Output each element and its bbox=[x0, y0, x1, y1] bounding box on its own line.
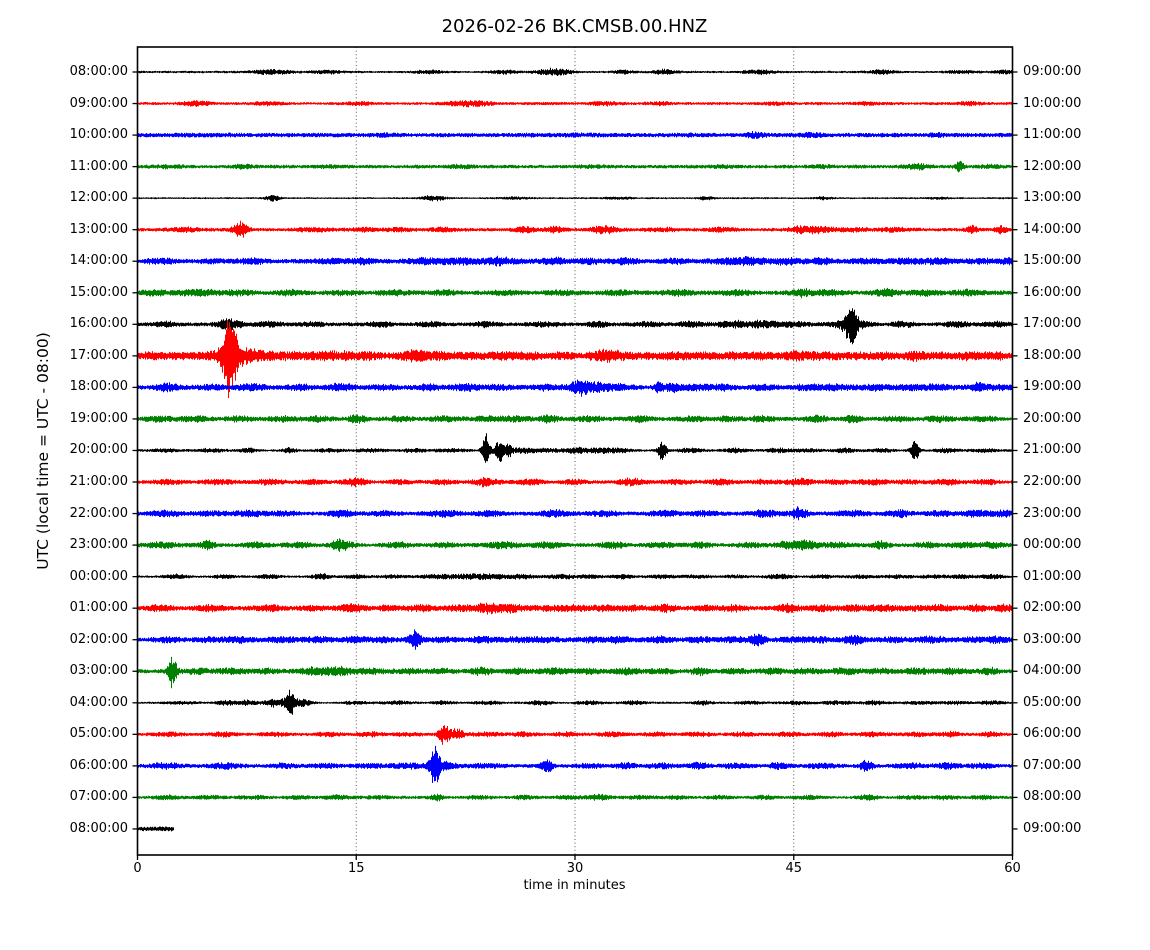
trace-row-1 bbox=[137, 100, 1013, 108]
local-time-label: 12:00:00 bbox=[1023, 158, 1082, 174]
trace-row-5 bbox=[137, 220, 1013, 238]
local-time-label: 21:00:00 bbox=[1023, 442, 1082, 458]
trace-row-3 bbox=[137, 160, 1013, 173]
trace-row-10 bbox=[137, 379, 1013, 397]
trace-row-6 bbox=[137, 255, 1013, 267]
local-time-label: 20:00:00 bbox=[1023, 410, 1082, 426]
utc-time-label: 00:00:00 bbox=[69, 568, 128, 584]
utc-time-label: 08:00:00 bbox=[69, 64, 128, 79]
x-tick-label: 45 bbox=[785, 861, 803, 876]
trace-row-20 bbox=[137, 689, 1013, 715]
local-time-label: 08:00:00 bbox=[1023, 789, 1082, 805]
chart-title: 2026-02-26 BK.CMSB.00.HNZ bbox=[441, 16, 708, 37]
trace-row-18 bbox=[137, 629, 1013, 650]
local-time-label: 18:00:00 bbox=[1023, 347, 1082, 363]
local-time-label: 09:00:00 bbox=[1023, 64, 1082, 79]
trace-row-7 bbox=[137, 287, 1013, 299]
utc-time-label: 01:00:00 bbox=[69, 600, 128, 616]
utc-time-label: 20:00:00 bbox=[69, 442, 128, 458]
trace-row-16 bbox=[137, 573, 1013, 580]
x-axis-label: time in minutes bbox=[523, 878, 626, 893]
local-time-label: 19:00:00 bbox=[1023, 379, 1082, 395]
trace-row-23 bbox=[137, 793, 1013, 802]
trace-row-9 bbox=[137, 321, 1013, 398]
utc-time-label: 09:00:00 bbox=[69, 95, 128, 111]
trace-row-15 bbox=[137, 538, 1013, 552]
utc-time-label: 22:00:00 bbox=[69, 505, 128, 521]
trace-row-8 bbox=[137, 308, 1013, 345]
trace-row-13 bbox=[137, 477, 1013, 488]
trace-row-19 bbox=[137, 656, 1013, 689]
local-time-label: 06:00:00 bbox=[1023, 726, 1082, 742]
local-time-label: 14:00:00 bbox=[1023, 221, 1082, 237]
utc-time-label: 19:00:00 bbox=[69, 410, 128, 426]
utc-time-label: 15:00:00 bbox=[69, 284, 128, 300]
local-time-label: 07:00:00 bbox=[1023, 757, 1082, 773]
trace-row-17 bbox=[137, 602, 1013, 615]
trace-row-4 bbox=[137, 195, 1013, 202]
utc-time-label: 13:00:00 bbox=[69, 221, 128, 237]
local-time-label: 16:00:00 bbox=[1023, 284, 1082, 300]
trace-row-11 bbox=[137, 414, 1013, 424]
trace-row-0 bbox=[137, 67, 1013, 76]
utc-time-label: 21:00:00 bbox=[69, 474, 128, 490]
local-time-label: 05:00:00 bbox=[1023, 694, 1082, 710]
utc-time-label: 17:00:00 bbox=[69, 347, 128, 363]
trace-row-12 bbox=[137, 433, 1013, 463]
utc-time-label: 02:00:00 bbox=[69, 631, 128, 647]
utc-time-label: 06:00:00 bbox=[69, 757, 128, 773]
trace-row-14 bbox=[137, 506, 1013, 521]
utc-time-label: 10:00:00 bbox=[69, 127, 128, 143]
local-time-label: 22:00:00 bbox=[1023, 474, 1082, 490]
trace-row-22 bbox=[137, 745, 1013, 783]
traces bbox=[137, 67, 1013, 832]
utc-time-label: 03:00:00 bbox=[69, 663, 128, 679]
utc-time-label: 16:00:00 bbox=[69, 316, 128, 332]
local-time-label: 09:00:00 bbox=[1023, 820, 1082, 836]
utc-time-label: 08:00:00 bbox=[69, 820, 128, 836]
utc-time-label: 18:00:00 bbox=[69, 379, 128, 395]
utc-time-label: 12:00:00 bbox=[69, 190, 128, 206]
local-time-label: 17:00:00 bbox=[1023, 316, 1082, 332]
local-time-label: 02:00:00 bbox=[1023, 600, 1082, 616]
utc-time-label: 05:00:00 bbox=[69, 726, 128, 742]
x-tick-label: 30 bbox=[566, 861, 584, 876]
trace-row-21 bbox=[137, 725, 1013, 745]
local-time-label: 03:00:00 bbox=[1023, 631, 1082, 647]
utc-time-label: 11:00:00 bbox=[69, 158, 128, 174]
local-time-label: 15:00:00 bbox=[1023, 253, 1082, 269]
local-time-label: 04:00:00 bbox=[1023, 663, 1082, 679]
local-time-label: 11:00:00 bbox=[1023, 127, 1082, 143]
axis-ticks bbox=[132, 71, 1018, 860]
local-time-label: 13:00:00 bbox=[1023, 190, 1082, 206]
trace-row-24 bbox=[137, 826, 174, 832]
utc-time-label: 14:00:00 bbox=[69, 253, 128, 269]
local-time-label: 23:00:00 bbox=[1023, 505, 1082, 521]
local-time-label: 00:00:00 bbox=[1023, 537, 1082, 553]
x-tick-label: 60 bbox=[1004, 861, 1021, 876]
local-time-label: 01:00:00 bbox=[1023, 568, 1082, 584]
utc-time-label: 04:00:00 bbox=[69, 694, 128, 710]
utc-time-label: 07:00:00 bbox=[69, 789, 128, 805]
x-tick-label: 0 bbox=[133, 861, 142, 876]
local-time-label: 10:00:00 bbox=[1023, 95, 1082, 111]
x-tick-label: 15 bbox=[347, 861, 365, 876]
trace-row-2 bbox=[137, 131, 1013, 139]
utc-time-label: 23:00:00 bbox=[69, 537, 128, 553]
